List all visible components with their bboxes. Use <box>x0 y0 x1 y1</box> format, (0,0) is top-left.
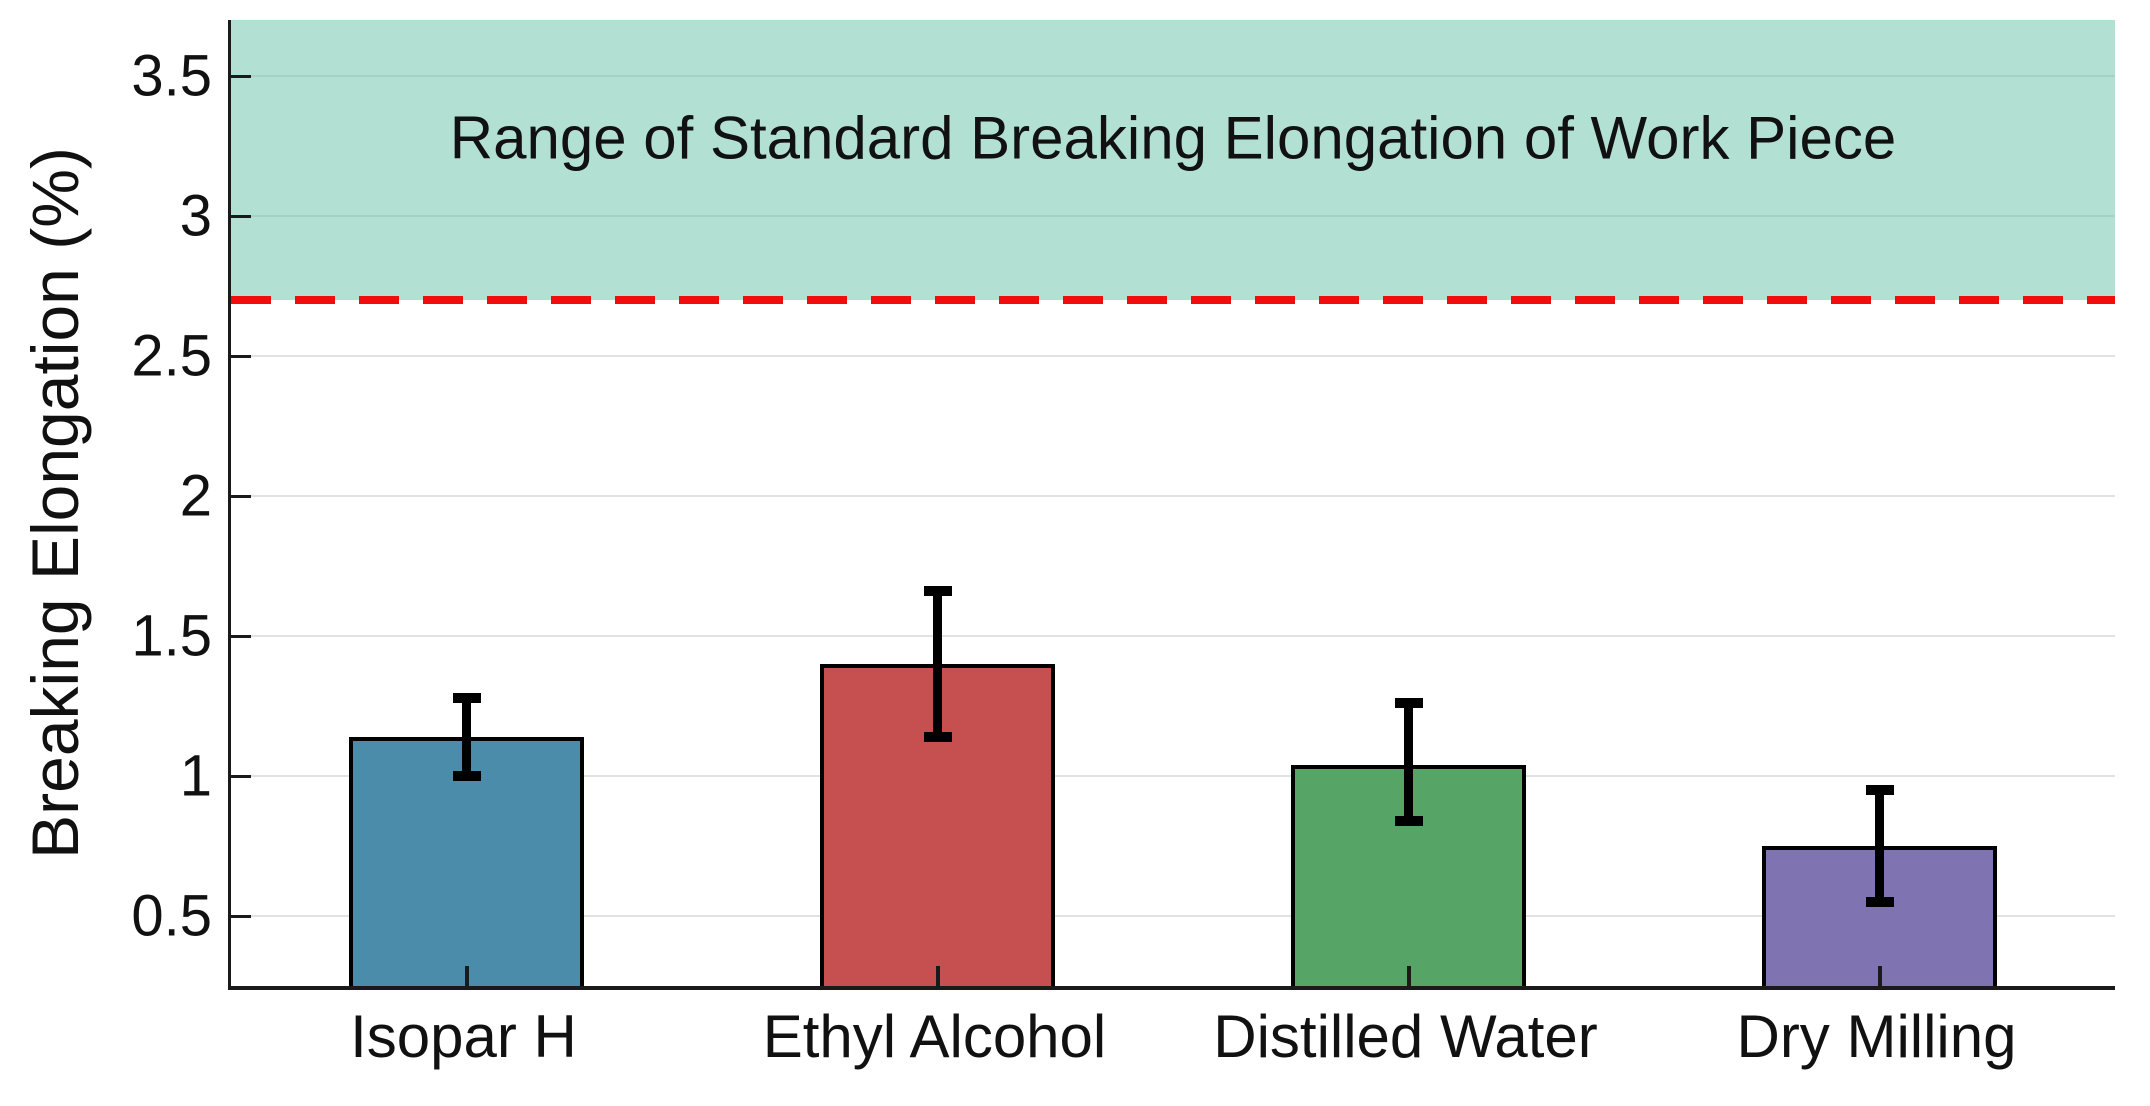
gridline <box>231 635 2115 637</box>
y-tick-label: 2.5 <box>131 323 212 389</box>
error-bar-cap <box>1394 815 1423 826</box>
y-tick <box>231 354 251 358</box>
error-bar-ethyl-alcohol <box>933 591 942 737</box>
error-bar-dry-milling <box>1875 790 1884 902</box>
x-tick <box>935 966 940 986</box>
y-tick <box>231 774 251 778</box>
x-tick <box>1406 966 1411 986</box>
error-bar-cap <box>452 692 481 703</box>
error-bar-cap <box>1394 698 1423 709</box>
gridline <box>231 495 2115 497</box>
highlight-band <box>231 20 2115 300</box>
y-axis-title: Breaking Elongation (%) <box>18 147 92 859</box>
error-bar-distilled-water <box>1404 703 1413 821</box>
gridline <box>231 775 2115 777</box>
gridline <box>231 915 2115 917</box>
x-category-label-distilled-water: Distilled Water <box>1213 1003 1598 1070</box>
x-tick <box>1877 966 1882 986</box>
gridline <box>231 355 2115 357</box>
y-tick <box>231 494 251 498</box>
error-bar-isopar-h <box>462 697 471 776</box>
y-tick-label: 3.5 <box>131 43 212 109</box>
y-tick <box>231 214 251 218</box>
threshold-line <box>231 296 2115 304</box>
error-bar-cap <box>1865 785 1894 795</box>
y-tick-label: 0.5 <box>131 883 212 949</box>
error-bar-cap <box>923 586 952 597</box>
y-tick <box>231 914 251 918</box>
band-label: Range of Standard Breaking Elongation of… <box>449 104 1897 172</box>
error-bar-cap <box>452 771 481 781</box>
y-tick-label: 3 <box>179 183 212 249</box>
y-tick <box>231 74 251 78</box>
x-category-label-ethyl-alcohol: Ethyl Alcohol <box>762 1003 1107 1070</box>
x-category-label-isopar-h: Isopar H <box>350 1003 577 1070</box>
plot-area: Range of Standard Breaking Elongation of… <box>228 20 2115 990</box>
y-tick-label: 1.5 <box>131 603 212 669</box>
y-tick <box>231 634 251 638</box>
y-tick-label: 1 <box>179 743 212 809</box>
x-category-label-dry-milling: Dry Milling <box>1736 1003 2017 1070</box>
y-tick-label: 2 <box>179 463 212 529</box>
x-tick <box>464 966 469 986</box>
error-bar-cap <box>923 731 952 742</box>
error-bar-cap <box>1865 897 1894 907</box>
